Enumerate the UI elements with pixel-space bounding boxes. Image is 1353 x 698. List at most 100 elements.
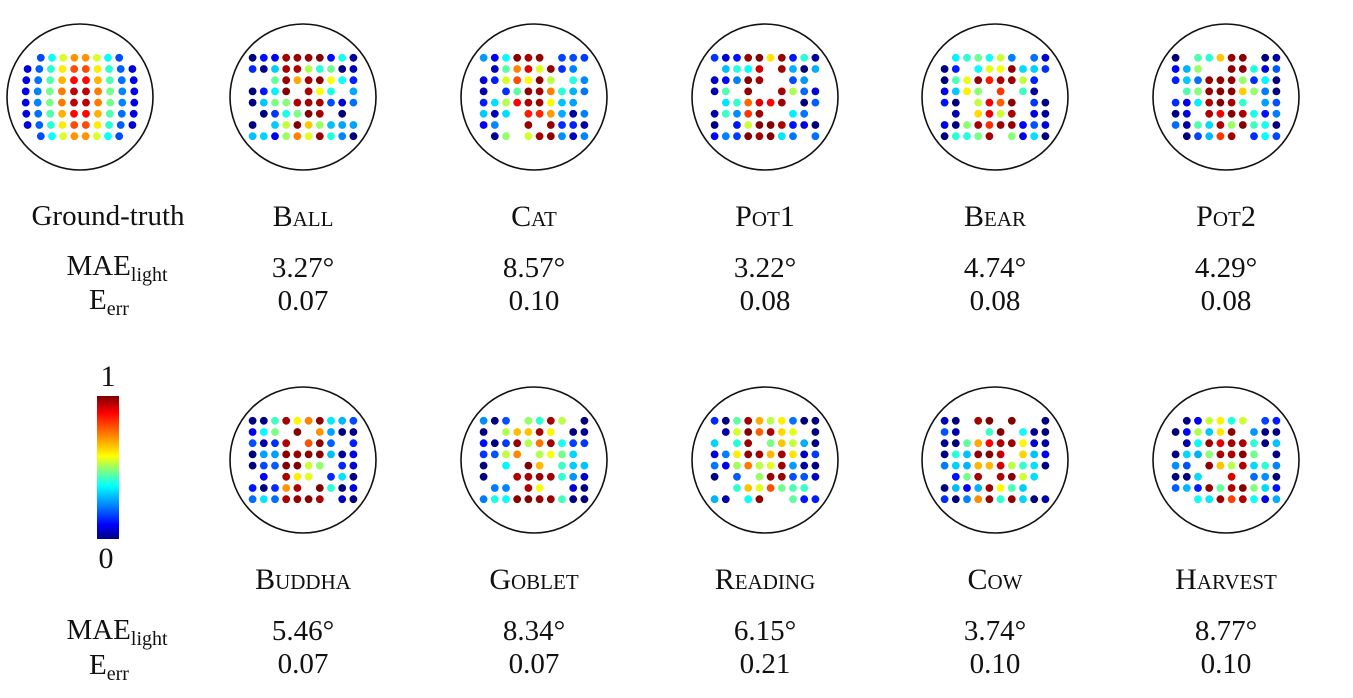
panel-goblet-light-dot [479,416,488,425]
panel-harvest-light-dot [1171,428,1180,436]
ground-truth-light-dot [59,53,68,62]
panel-harvest-light-dot [1272,484,1281,492]
panel-pot1-light-dot [811,87,820,96]
ground-truth-light-dot [70,53,79,62]
panel-buddha-light-dot [248,428,257,436]
ground-truth-light-dot [34,109,43,118]
panel-reading-light-dot [811,450,820,459]
panel-cat-light-dot [569,98,578,107]
panel-cat-light-dot [546,121,555,129]
panel-pot2-light-dot [1182,76,1191,85]
panel-pot2-light-dot [1205,53,1214,62]
panel-buddha-light-dot [338,428,347,436]
panel-ball-light-dot [282,65,291,73]
panel-name-reading: Reading [714,563,816,596]
panel-ball-light-dot [293,132,302,141]
panel-cat-light-dot [490,65,499,73]
panel-ball-light-dot [282,109,291,118]
ground-truth-light-dot [70,98,78,107]
panel-harvest-light-dot [1205,428,1214,436]
panel-harvest-light-dot [1227,416,1236,425]
panel-bear-light-dot [1019,76,1027,85]
panel-reading-light-dot [755,495,764,504]
panel-bear-light-dot [1007,98,1016,107]
panel-cow-light-dot [1041,439,1050,448]
panel-name-buddha: Buddha [255,563,351,596]
panel-pot2-circle [1152,23,1300,171]
panel-ball-light-dot [259,109,268,118]
panel-buddha-light-dot [315,416,324,425]
panel-pot1-light-dot [721,87,730,96]
panel-pot1-light-dot [733,98,741,107]
ground-truth-light-dot [106,87,115,96]
panel-pot1-light-dot [755,109,764,118]
panel-reading-light-dot [721,450,730,459]
panel-buddha-light-dot [259,428,268,436]
panel-ball-light-dot [304,87,313,96]
panel-pot2-light-dot [1227,87,1236,96]
panel-bear-light-dot [1041,109,1050,118]
panel-cow-light-dot [974,484,983,492]
panel-ball-light-dot [304,76,313,85]
panel-ball-light-dot [282,76,291,85]
panel-bear-light-dot [974,87,983,96]
panel-harvest-light-dot [1182,439,1191,448]
panel-buddha-light-dot [293,472,302,481]
panel-cow-light-dot [1041,416,1050,425]
panel-cow-light-dot [951,450,960,459]
ground-truth-light-dot [34,76,43,85]
panel-cat-light-dot [524,87,533,96]
panel-pot2-light-dot [1216,76,1225,85]
panel-ball-light-dot [259,98,268,107]
panel-pot1-light-dot [710,109,719,118]
panel-ball-light-dot [271,87,279,96]
panel-cow-light-dot [1041,450,1050,459]
panel-cow-light-dot [974,461,983,470]
panel-goblet-light-dot [513,495,522,504]
panel-harvest-light-dot [1194,450,1202,459]
panel-ball-light-dot [248,98,257,107]
panel-pot1-light-dot [800,98,809,107]
panel-buddha-light-dot [282,439,291,448]
panel-pot1-light-dot [789,65,797,73]
panel-buddha-light-dot [338,450,347,459]
panel-harvest-light-dot [1205,484,1214,492]
panel-cat-light-dot [524,132,533,141]
panel-cow-light-dot [963,495,971,504]
panel-buddha-light-dot [315,461,324,470]
panel-harvest-light-dot [1182,472,1191,481]
panel-bear-light-dot [974,98,983,107]
ground-truth-light-dot [58,98,66,107]
panel-pot1-light-dot [733,53,741,62]
panel-reading-light-dot [811,428,820,436]
panel-goblet-light-dot [546,450,555,459]
panel-buddha-light-dot [259,472,268,481]
panel-harvest-light-dot [1261,416,1270,425]
ground-truth-light-dot [58,65,67,73]
panel-ball-circle [229,23,377,171]
panel-goblet-light-dot [479,439,488,448]
ground-truth-light-dot [118,87,127,96]
panel-ball-light-dot [259,132,268,141]
panel-harvest-light-dot [1250,428,1258,436]
panel-goblet-light-dot [569,450,578,459]
panel-bear-light-dot [951,53,960,62]
panel-reading-light-dot [800,439,809,448]
panel-goblet-light-dot [502,461,510,470]
panel-pot1-light-dot [800,65,809,73]
panel-pot1-light-dot [811,53,820,62]
panel-ball-light-dot [338,76,347,85]
panel-reading-light-dot [710,439,719,448]
panel-cat-light-dot [535,109,544,118]
panel-harvest-light-dot [1261,484,1270,492]
panel-buddha-light-dot [349,472,358,481]
panel-reading-light-dot [811,439,820,448]
panel-ball-light-dot [327,53,335,62]
panel-ball-light-dot [248,65,257,73]
panel-pot1-light-dot [755,76,764,85]
panel-cat-light-dot [546,65,555,73]
panel-buddha-light-dot [271,495,279,504]
panel-harvest-light-dot [1227,495,1236,504]
panel-pot1-light-dot [733,76,741,85]
panel-pot2-light-dot [1182,132,1191,141]
